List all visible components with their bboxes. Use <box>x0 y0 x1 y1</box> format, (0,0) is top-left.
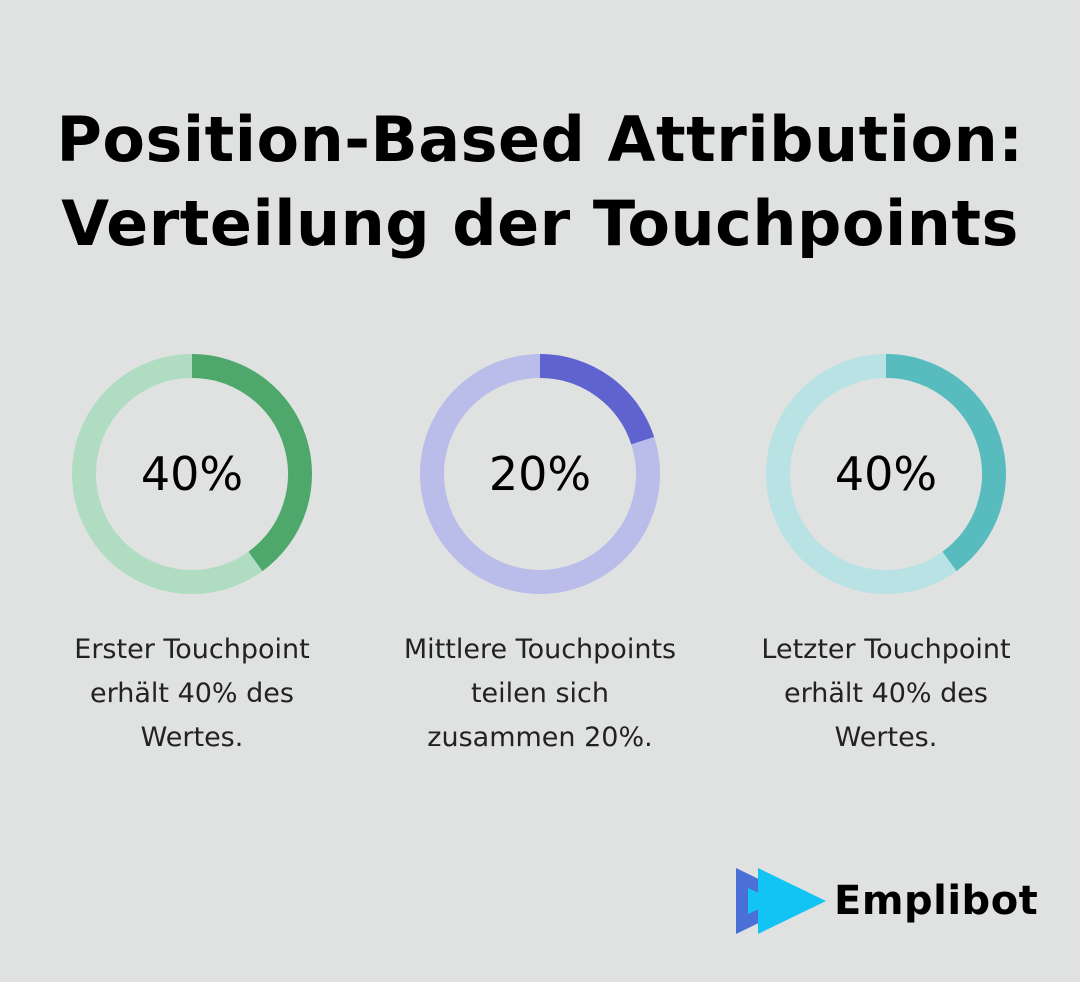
donut-chart <box>420 354 660 594</box>
description-line: Erster Touchpoint <box>74 634 310 665</box>
description-line: zusammen 20%. <box>427 722 653 753</box>
donut-first-touchpoint: 40% <box>72 354 312 594</box>
donut-value-arc <box>191 354 312 572</box>
donut-chart <box>766 354 1006 594</box>
description-line: Wertes. <box>834 722 938 753</box>
description-last: Letzter Touchpoint erhält 40% des Wertes… <box>716 628 1056 760</box>
percent-label: 20% <box>488 447 592 501</box>
description-middle: Mittlere Touchpoints teilen sich zusamme… <box>370 628 710 760</box>
description-first: Erster Touchpoint erhält 40% des Wertes. <box>22 628 362 760</box>
description-line: Wertes. <box>140 722 244 753</box>
donut-middle-touchpoints: 20% <box>420 354 660 594</box>
title-line-1: Position-Based Attribution: <box>56 103 1024 176</box>
description-line: Mittlere Touchpoints <box>403 634 677 665</box>
description-line: teilen sich <box>470 678 610 709</box>
donut-value-arc <box>539 354 655 445</box>
percent-label: 40% <box>140 447 244 501</box>
description-line: erhält 40% des <box>90 678 294 709</box>
brand-name: Emplibot <box>834 878 1039 924</box>
percent-label: 40% <box>834 447 938 501</box>
description-line: erhält 40% des <box>784 678 988 709</box>
page-title: Position-Based Attribution: Verteilung d… <box>0 98 1080 266</box>
donut-value-arc <box>885 354 1006 572</box>
title-line-2: Verteilung der Touchpoints <box>61 187 1019 260</box>
description-line: Letzter Touchpoint <box>761 634 1011 665</box>
donut-last-touchpoint: 40% <box>766 354 1006 594</box>
donut-chart <box>72 354 312 594</box>
emplibot-logo-icon <box>736 868 826 934</box>
